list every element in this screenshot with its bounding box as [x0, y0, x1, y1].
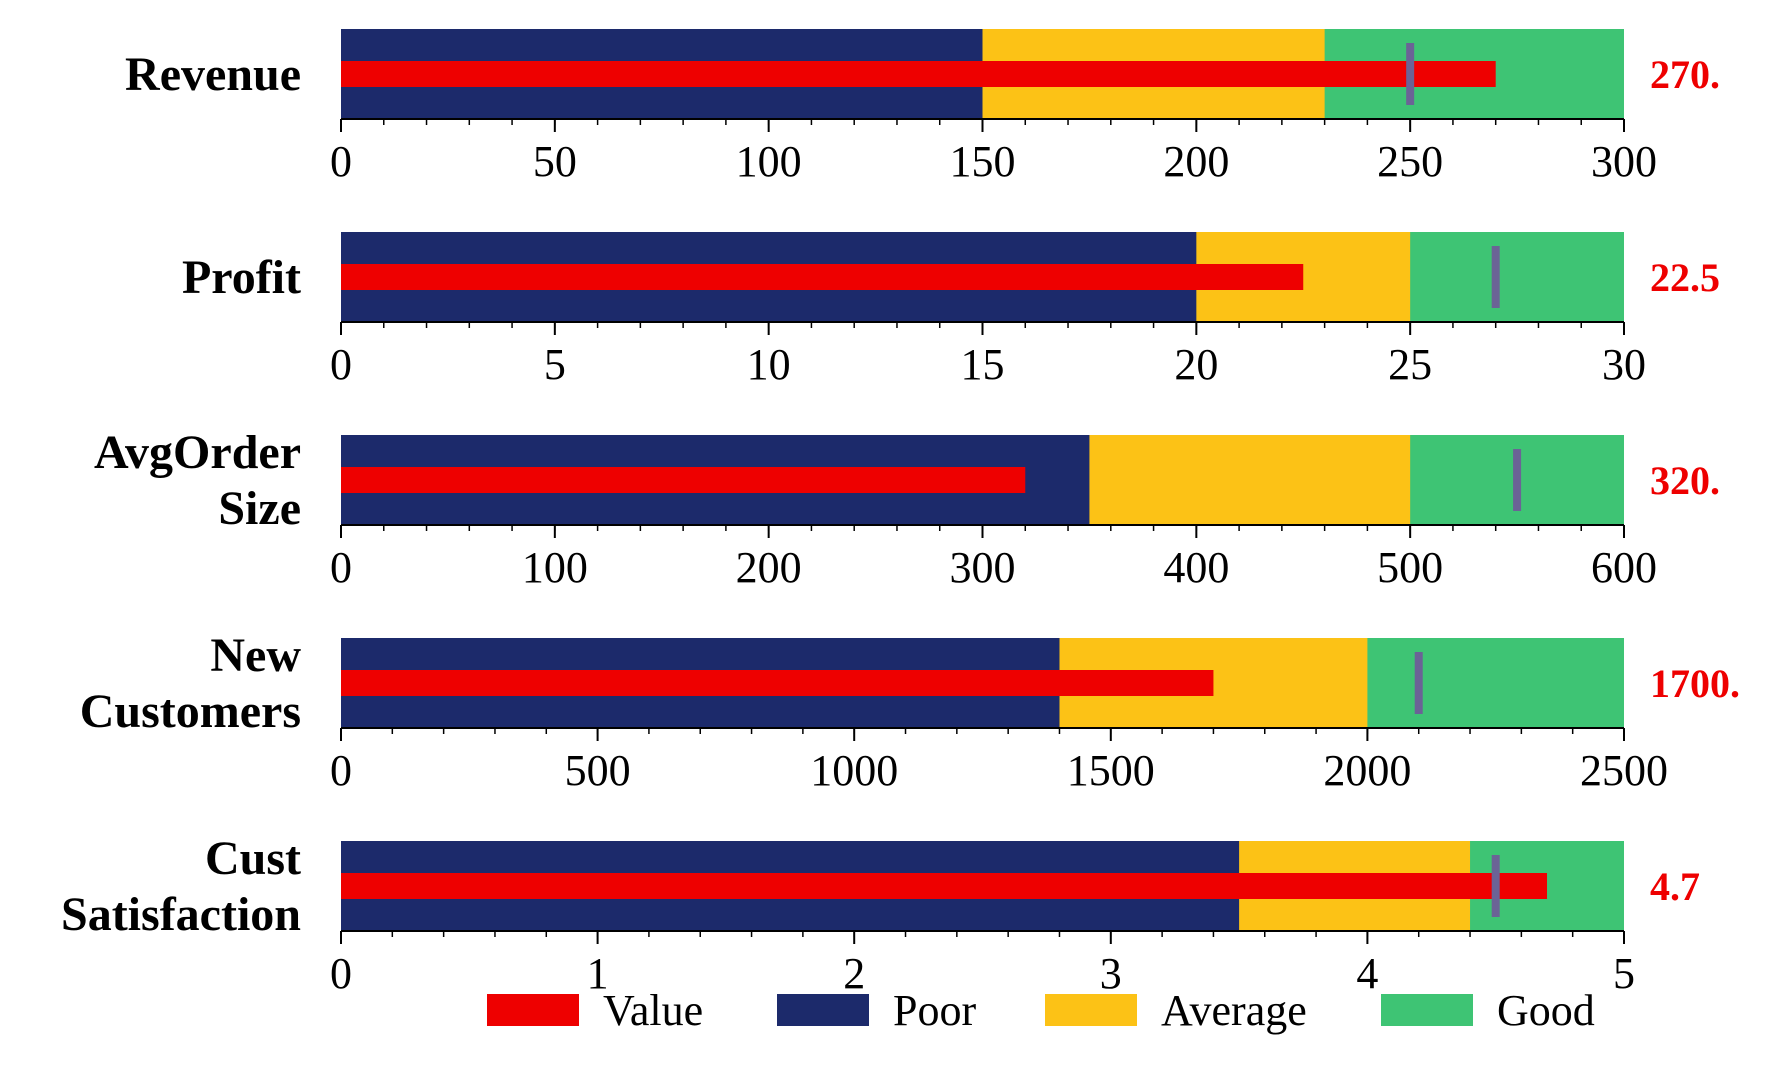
tick-label: 5 — [1613, 949, 1635, 998]
tick-label: 5 — [544, 340, 566, 389]
tick-label: 1 — [587, 949, 609, 998]
tick-label: 150 — [950, 137, 1016, 186]
tick-label: 1500 — [1067, 746, 1155, 795]
bullet-row: Revenue 270. 0 50 100 150 200 250 300 — [125, 29, 1720, 186]
bullet-row: Profit 22.5 0 5 10 15 20 25 30 — [182, 232, 1720, 389]
legend-label-good: Good — [1497, 986, 1595, 1035]
tick-label: 2000 — [1323, 746, 1411, 795]
value-bar — [341, 467, 1026, 493]
legend-label-poor: Poor — [893, 986, 976, 1035]
tick-label: 4 — [1356, 949, 1378, 998]
target-marker — [1414, 652, 1423, 714]
row-label: Profit — [182, 251, 301, 304]
tick-label: 400 — [1163, 543, 1229, 592]
tick-label: 2 — [843, 949, 865, 998]
value-label: 320. — [1650, 458, 1720, 503]
value-label: 1700. — [1650, 661, 1740, 706]
tick-label: 3 — [1100, 949, 1122, 998]
value-label: 4.7 — [1650, 864, 1700, 909]
tick-label: 250 — [1377, 137, 1443, 186]
legend-label-value: Value — [603, 986, 703, 1035]
tick-label: 0 — [330, 746, 352, 795]
value-bar — [341, 670, 1214, 696]
legend-swatch-poor — [777, 994, 869, 1026]
tick-label: 200 — [1163, 137, 1229, 186]
legend-label-average: Average — [1161, 986, 1307, 1035]
tick-label: 20 — [1174, 340, 1218, 389]
value-bar — [341, 873, 1548, 899]
row-label: AvgOrder — [94, 426, 301, 479]
legend-swatch-good — [1381, 994, 1473, 1026]
tick-label: 100 — [736, 137, 802, 186]
tick-label: 0 — [330, 949, 352, 998]
row-label: Satisfaction — [61, 888, 301, 941]
tick-label: 300 — [1591, 137, 1657, 186]
value-bar — [341, 61, 1496, 87]
legend-swatch-average — [1045, 994, 1137, 1026]
row-label: Customers — [80, 685, 301, 738]
tick-label: 15 — [961, 340, 1005, 389]
tick-label: 10 — [747, 340, 791, 389]
value-bar — [341, 264, 1304, 290]
target-marker — [1513, 449, 1522, 511]
target-marker — [1491, 246, 1500, 308]
tick-label: 300 — [950, 543, 1016, 592]
row-label: Cust — [205, 832, 301, 885]
target-marker — [1406, 43, 1415, 105]
tick-label: 200 — [736, 543, 802, 592]
tick-label: 30 — [1602, 340, 1646, 389]
tick-label: 500 — [1377, 543, 1443, 592]
row-label: Revenue — [125, 48, 301, 101]
tick-label: 600 — [1591, 543, 1657, 592]
tick-label: 0 — [330, 543, 352, 592]
tick-label: 50 — [533, 137, 577, 186]
tick-label: 2500 — [1580, 746, 1668, 795]
tick-label: 500 — [565, 746, 631, 795]
value-label: 270. — [1650, 52, 1720, 97]
target-marker — [1491, 855, 1500, 917]
tick-label: 0 — [330, 340, 352, 389]
legend-swatch-value — [487, 994, 579, 1026]
row-label: Size — [218, 482, 301, 535]
tick-label: 0 — [330, 137, 352, 186]
row-label: New — [210, 629, 301, 682]
value-label: 22.5 — [1650, 255, 1720, 300]
chart-legend: Value Poor Average Good — [487, 986, 1595, 1035]
tick-label: 25 — [1388, 340, 1432, 389]
tick-label: 1000 — [810, 746, 898, 795]
tick-label: 100 — [522, 543, 588, 592]
